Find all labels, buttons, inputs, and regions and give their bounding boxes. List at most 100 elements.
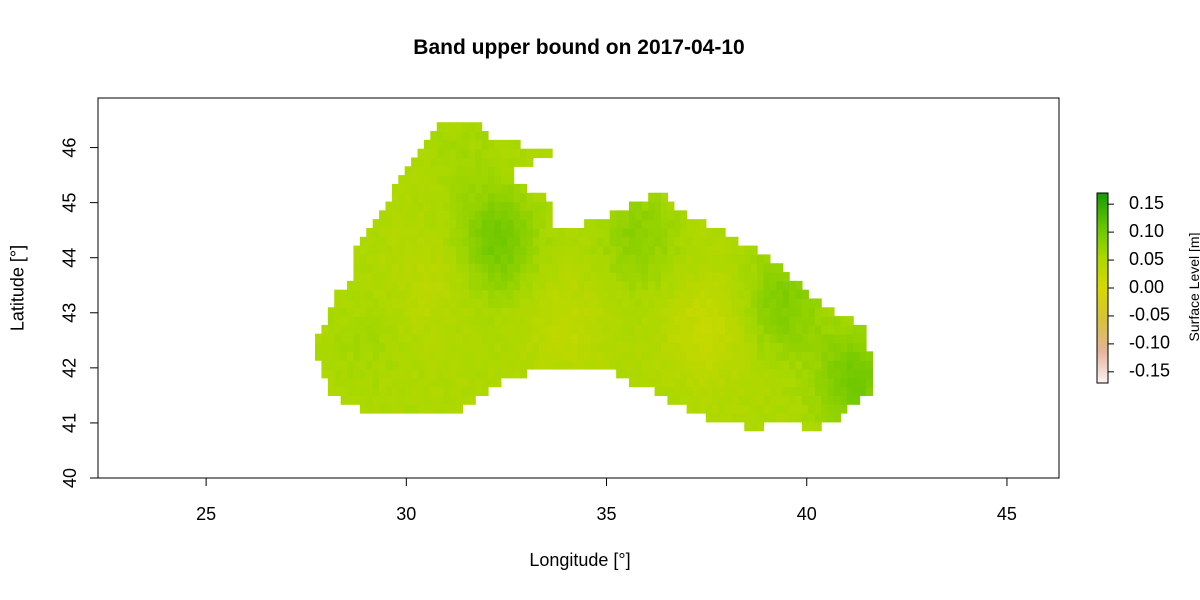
heatmap-cell [347, 351, 355, 361]
heatmap-cell [539, 333, 547, 344]
heatmap-cell [507, 342, 515, 352]
y-tick-label: 43 [60, 303, 80, 323]
heatmap-cell [616, 272, 624, 282]
x-axis: 25 30 35 40 45 [196, 477, 1017, 524]
heatmap-cell [488, 236, 496, 247]
heatmap-cell [769, 316, 777, 326]
heatmap-cell [846, 368, 854, 379]
heatmap-cell [763, 289, 771, 300]
heatmap-cell [436, 175, 444, 185]
heatmap-cell [718, 289, 726, 300]
heatmap-cell [616, 280, 624, 291]
heatmap-cell [347, 324, 355, 335]
heatmap-cell [699, 236, 707, 247]
heatmap-cell [635, 342, 643, 352]
heatmap-cell [520, 183, 528, 194]
heatmap-cell [680, 263, 688, 273]
heatmap-cell [520, 280, 528, 291]
heatmap-cell [686, 333, 694, 344]
heatmap-cell [705, 298, 713, 308]
heatmap-cell [507, 289, 515, 300]
heatmap-cell [443, 395, 451, 405]
heatmap-cell [718, 307, 726, 317]
heatmap-cell [660, 236, 668, 247]
heatmap-cell [564, 351, 572, 361]
heatmap-cell [789, 395, 797, 405]
heatmap-cell [340, 307, 348, 317]
heatmap-cell [801, 316, 809, 326]
heatmap-cell [763, 413, 771, 423]
heatmap-cell [782, 298, 790, 308]
heatmap-cell [545, 245, 553, 256]
heatmap-cell [763, 272, 771, 282]
heatmap-cell [558, 236, 566, 247]
heatmap-cell [449, 122, 457, 132]
heatmap-cell [769, 404, 777, 414]
heatmap-cell [584, 227, 592, 238]
heatmap-cell [436, 368, 444, 379]
heatmap-cell [693, 280, 701, 291]
heatmap-cell [577, 227, 585, 238]
heatmap-cell [359, 280, 367, 291]
heatmap-cell [776, 413, 784, 423]
heatmap-cell [359, 236, 367, 247]
heatmap-cell [462, 183, 470, 194]
heatmap-cell [436, 192, 444, 203]
heatmap-cell [795, 324, 803, 335]
heatmap-cell [622, 368, 630, 379]
heatmap-cell [731, 386, 739, 396]
heatmap-cell [443, 192, 451, 203]
heatmap-cell [577, 316, 585, 326]
heatmap-cell [750, 263, 758, 273]
heatmap-cell [622, 272, 630, 282]
heatmap-cell [705, 413, 713, 423]
heatmap-cell [859, 351, 867, 361]
heatmap-cell [795, 360, 803, 370]
heatmap-cell [680, 360, 688, 370]
heatmap-cell [693, 307, 701, 317]
heatmap-cell [526, 148, 534, 159]
heatmap-cell [660, 254, 668, 264]
heatmap-cell [571, 227, 579, 238]
heatmap-cell [757, 280, 765, 291]
heatmap-cell [628, 245, 636, 256]
heatmap-cell [526, 298, 534, 308]
heatmap-cell [462, 351, 470, 361]
heatmap-cell [430, 139, 438, 150]
heatmap-cell [545, 351, 553, 361]
heatmap-cell [840, 377, 848, 388]
heatmap-cell [718, 227, 726, 238]
heatmap-cell [603, 324, 611, 335]
heatmap-cell [846, 316, 854, 326]
heatmap-cell [488, 316, 496, 326]
heatmap-cell [564, 245, 572, 256]
heatmap-cell [398, 175, 406, 185]
heatmap-cell [340, 342, 348, 352]
heatmap-cell [423, 210, 431, 220]
heatmap-cell [507, 166, 515, 176]
heatmap-cell [334, 324, 342, 335]
heatmap-cell [686, 368, 694, 379]
heatmap-cell [532, 351, 540, 361]
heatmap-cell [513, 289, 521, 300]
heatmap-cell [712, 289, 720, 300]
heatmap-cell [385, 245, 393, 256]
heatmap-cell [443, 316, 451, 326]
heatmap-cell [539, 148, 547, 159]
heatmap-cell [468, 157, 476, 167]
heatmap-cell [347, 316, 355, 326]
heatmap-cell [455, 157, 463, 167]
heatmap-cell [443, 227, 451, 238]
heatmap-cell [347, 395, 355, 405]
heatmap-cell [366, 307, 374, 317]
heatmap-cell [693, 245, 701, 256]
heatmap-cell [411, 201, 419, 211]
heatmap-cell [808, 307, 816, 317]
heatmap-cell [545, 307, 553, 317]
heatmap-cell [673, 351, 681, 361]
heatmap-cell [853, 368, 861, 379]
heatmap-cell [603, 342, 611, 352]
heatmap-cell [680, 272, 688, 282]
heatmap-cell [795, 307, 803, 317]
heatmap-cell [500, 245, 508, 256]
